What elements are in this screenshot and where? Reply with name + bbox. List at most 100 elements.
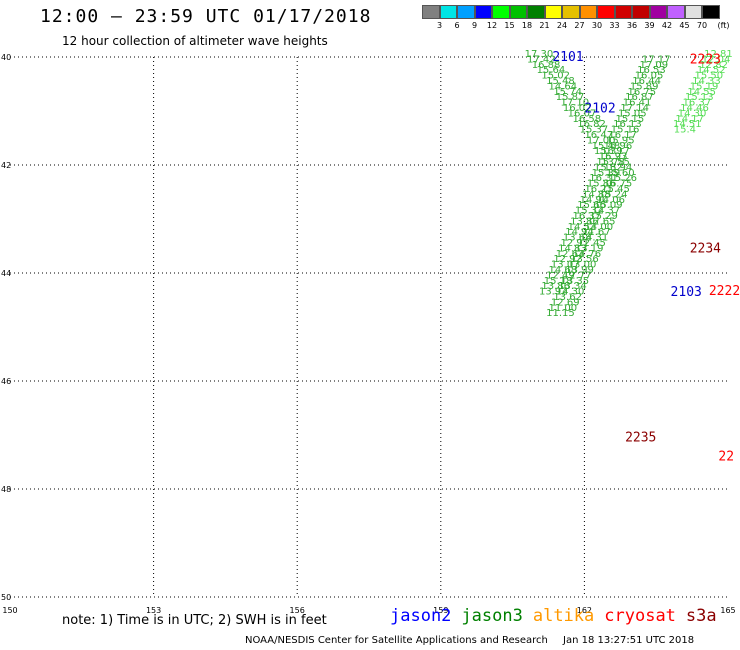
wave-height-value: 14.76 bbox=[572, 249, 601, 260]
lat-tick-label: 48 bbox=[1, 485, 11, 494]
wave-height-value: 11.15 bbox=[546, 308, 575, 319]
legend-swatch bbox=[474, 5, 492, 19]
wave-height-value: 14.31 bbox=[580, 233, 609, 244]
wave-height-value: 13.68 bbox=[563, 233, 592, 244]
wave-height-value: 12.04 bbox=[702, 54, 731, 65]
legend-label: 27 bbox=[574, 21, 585, 30]
legend-label: 21 bbox=[539, 21, 550, 30]
legend-swatch bbox=[422, 5, 440, 19]
wave-height-value: 14.30 bbox=[556, 287, 585, 298]
wave-height-value: 16.07 bbox=[568, 108, 597, 119]
wave-height-value: 13.99 bbox=[565, 265, 594, 276]
wave-height-value: 13.94 bbox=[604, 162, 633, 173]
wave-height-value: 15.29 bbox=[589, 211, 618, 222]
wave-height-value: 14.06 bbox=[596, 195, 625, 206]
wave-height-value: 11.67 bbox=[582, 227, 611, 238]
lat-tick-label: 40 bbox=[1, 53, 11, 62]
wave-height-value: 15.48 bbox=[592, 141, 621, 152]
wave-height-value: 16.75 bbox=[604, 179, 633, 190]
wave-height-value: 16.87 bbox=[625, 92, 654, 103]
pass-time-label: 2223 bbox=[690, 53, 721, 68]
legend-swatch bbox=[527, 5, 545, 19]
wave-height-value: 13.92 bbox=[539, 287, 568, 298]
wave-height-value: 12.49 bbox=[546, 270, 575, 281]
wave-height-value: 16.21 bbox=[584, 184, 613, 195]
wave-height-value: 16.41 bbox=[623, 98, 652, 109]
wave-height-value: 11.00 bbox=[549, 303, 578, 314]
wave-height-value: 14.17 bbox=[675, 114, 704, 125]
wave-height-value: 16.02 bbox=[563, 103, 592, 114]
legend-swatch bbox=[509, 5, 527, 19]
wave-height-value: 14.00 bbox=[584, 222, 613, 233]
wave-height-value: 16.13 bbox=[613, 119, 642, 130]
pass-time-label: 2103 bbox=[671, 285, 702, 300]
legend-unit: (ft) bbox=[717, 21, 730, 30]
satellite-name: jason2 bbox=[390, 606, 452, 626]
satellite-name: jason3 bbox=[461, 606, 523, 626]
lon-tick-label: 150 bbox=[2, 606, 17, 615]
pass-time-label: 2101 bbox=[552, 50, 583, 65]
footer-note: note: 1) Time is in UTC; 2) SWH is in fe… bbox=[62, 613, 327, 628]
page-title: 12:00 — 23:59 UTC 01/17/2018 bbox=[40, 6, 372, 27]
wave-height-value: 13.62 bbox=[553, 292, 582, 303]
wave-height-value: 14.37 bbox=[592, 206, 621, 217]
satellite-name: cryosat bbox=[604, 606, 676, 626]
wave-height-value: 12.91 bbox=[561, 238, 590, 249]
legend-swatch bbox=[667, 5, 685, 19]
wave-height-value: 12.77 bbox=[563, 270, 592, 281]
wave-height-value: 17.17 bbox=[642, 54, 671, 65]
wave-height-value: 13.00 bbox=[568, 260, 597, 271]
wave-height-value: 15.93 bbox=[599, 152, 628, 163]
wave-height-value: 15.32 bbox=[575, 206, 604, 217]
wave-height-value: 17.42 bbox=[527, 54, 556, 65]
wave-height-value: 15.37 bbox=[580, 125, 609, 136]
lat-tick-label: 50 bbox=[1, 593, 11, 602]
footer-credit: NOAA/NESDIS Center for Satellite Applica… bbox=[245, 635, 706, 646]
wave-height-value: 16.17 bbox=[608, 130, 637, 141]
wave-height-value: 13.55 bbox=[601, 157, 630, 168]
wave-height-value: 14.94 bbox=[565, 227, 594, 238]
wave-height-value: 14.68 bbox=[549, 265, 578, 276]
wave-height-value: 13.35 bbox=[561, 276, 590, 287]
legend-label: 24 bbox=[556, 21, 568, 30]
wave-height-value: 17.09 bbox=[639, 60, 668, 71]
wave-height-value: 15.95 bbox=[606, 135, 635, 146]
wave-height-value: 12.82 bbox=[699, 60, 728, 71]
lon-tick-label: 165 bbox=[720, 606, 735, 615]
wave-height-value: 15.15 bbox=[616, 114, 645, 125]
wave-height-value: 15.05 bbox=[618, 108, 647, 119]
wave-height-value: 15.74 bbox=[553, 87, 582, 98]
wave-height-value: 16.37 bbox=[683, 98, 712, 109]
wave-height-value: 15.19 bbox=[690, 81, 719, 92]
page-subtitle: 12 hour collection of altimeter wave hei… bbox=[62, 34, 328, 48]
wave-height-value: 13.56 bbox=[570, 254, 599, 265]
wave-height-value: 15.18 bbox=[544, 276, 573, 287]
wave-height-value: 16.44 bbox=[632, 76, 661, 87]
legend-label: 36 bbox=[626, 21, 638, 30]
legend-label: 33 bbox=[609, 21, 620, 30]
wave-height-value: 16.47 bbox=[584, 130, 613, 141]
wave-height-value: 12.65 bbox=[587, 216, 616, 227]
legend-swatch bbox=[649, 5, 667, 19]
wave-height-value: 15.86 bbox=[587, 179, 616, 190]
wave-height-value: 17.00 bbox=[587, 135, 616, 146]
legend-label: 12 bbox=[486, 21, 498, 30]
wave-height-value: 12.63 bbox=[556, 249, 585, 260]
wave-height-value: 16.17 bbox=[601, 146, 630, 157]
pass-time-label: 2234 bbox=[690, 242, 721, 257]
legend-swatch bbox=[579, 5, 597, 19]
legend-swatch bbox=[597, 5, 615, 19]
timestamp-text: Jan 18 13:27:51 UTC 2018 bbox=[563, 635, 695, 646]
wave-height-value: 15.39 bbox=[594, 146, 623, 157]
wave-height-value: 15.62 bbox=[594, 162, 623, 173]
wave-height-value: 15.45 bbox=[601, 184, 630, 195]
legend-swatch bbox=[439, 5, 457, 19]
wave-height-value: 13.86 bbox=[541, 281, 570, 292]
satellite-name: altika bbox=[532, 606, 595, 626]
wave-height-value: 15.09 bbox=[594, 200, 623, 211]
wave-height-value: 17.10 bbox=[561, 98, 590, 109]
legend-labels: 3 6 9 12 15 18 21 24 27 30 33 36 39 42 45 70 (ft) bbox=[422, 21, 737, 33]
wave-height-value: 16.05 bbox=[635, 71, 664, 82]
wave-height-value: 16.58 bbox=[572, 114, 601, 125]
